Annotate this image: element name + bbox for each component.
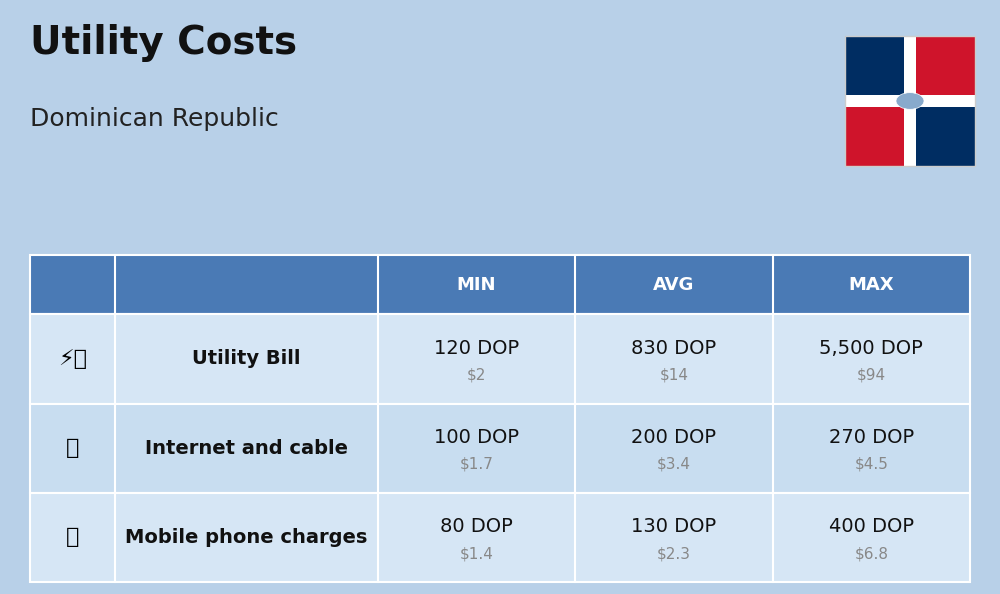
Text: Internet and cable: Internet and cable — [145, 439, 348, 457]
FancyBboxPatch shape — [30, 403, 970, 493]
Text: $1.7: $1.7 — [460, 457, 493, 472]
FancyBboxPatch shape — [845, 101, 910, 166]
Text: 📱: 📱 — [66, 527, 79, 548]
Text: $6.8: $6.8 — [854, 546, 888, 561]
Text: 📡: 📡 — [66, 438, 79, 458]
FancyBboxPatch shape — [30, 493, 970, 582]
Text: 400 DOP: 400 DOP — [829, 517, 914, 536]
FancyBboxPatch shape — [904, 36, 916, 166]
Text: 200 DOP: 200 DOP — [631, 428, 716, 447]
Text: 80 DOP: 80 DOP — [440, 517, 513, 536]
Text: $3.4: $3.4 — [657, 457, 691, 472]
Text: 130 DOP: 130 DOP — [631, 517, 716, 536]
Text: $14: $14 — [659, 368, 688, 383]
Text: MIN: MIN — [457, 276, 496, 294]
Text: 120 DOP: 120 DOP — [434, 339, 519, 358]
FancyBboxPatch shape — [30, 255, 970, 314]
FancyBboxPatch shape — [910, 101, 975, 166]
Text: 100 DOP: 100 DOP — [434, 428, 519, 447]
Text: Utility Costs: Utility Costs — [30, 24, 297, 62]
Text: 270 DOP: 270 DOP — [829, 428, 914, 447]
Text: $94: $94 — [857, 368, 886, 383]
Text: MAX: MAX — [848, 276, 894, 294]
FancyBboxPatch shape — [845, 36, 910, 101]
Text: $2: $2 — [467, 368, 486, 383]
Text: $1.4: $1.4 — [460, 546, 493, 561]
Text: Utility Bill: Utility Bill — [192, 349, 300, 368]
Text: 5,500 DOP: 5,500 DOP — [819, 339, 923, 358]
FancyBboxPatch shape — [910, 36, 975, 101]
Text: Mobile phone charges: Mobile phone charges — [125, 528, 367, 547]
Text: Dominican Republic: Dominican Republic — [30, 107, 279, 131]
FancyBboxPatch shape — [845, 95, 975, 107]
Text: 830 DOP: 830 DOP — [631, 339, 716, 358]
FancyBboxPatch shape — [30, 314, 970, 403]
Text: $4.5: $4.5 — [854, 457, 888, 472]
Circle shape — [896, 93, 924, 109]
Text: ⚡🔌: ⚡🔌 — [58, 349, 87, 369]
Text: $2.3: $2.3 — [657, 546, 691, 561]
Text: AVG: AVG — [653, 276, 695, 294]
